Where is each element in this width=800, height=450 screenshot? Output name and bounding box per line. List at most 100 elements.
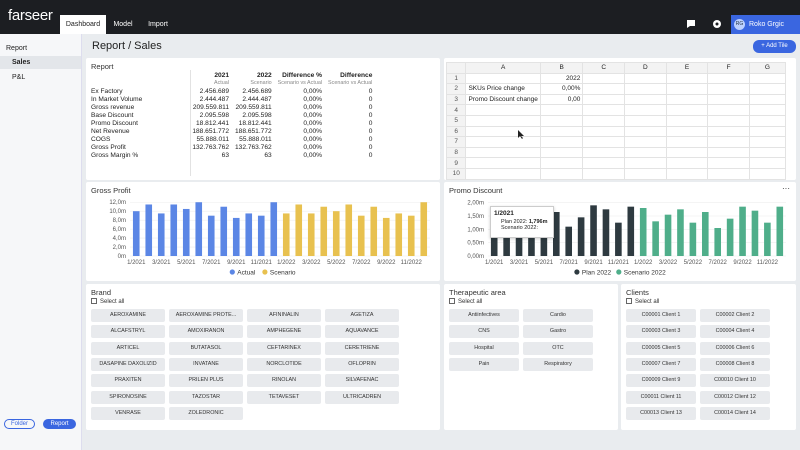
filter-option[interactable]: SPIRONOSINE (91, 390, 165, 404)
sheet-cell[interactable] (748, 125, 787, 138)
report-button[interactable]: Report (43, 419, 76, 429)
sheet-cell[interactable] (748, 167, 787, 180)
sheet-cell[interactable] (707, 83, 750, 95)
filter-option[interactable]: C00003 Client 3 (626, 325, 696, 339)
tab-model[interactable]: Model (113, 21, 133, 28)
sheet-cell[interactable] (539, 157, 584, 169)
sheet-cell[interactable] (748, 157, 787, 169)
filter-option[interactable]: AMPHEGENE (247, 325, 321, 339)
sheet-cell[interactable] (665, 114, 709, 127)
filter-option[interactable]: C00012 Client 12 (700, 390, 770, 404)
filter-option[interactable]: CNS (449, 325, 519, 339)
sheet-cell[interactable] (582, 93, 626, 106)
filter-option[interactable]: C00014 Client 14 (700, 406, 770, 420)
filter-option[interactable]: RINOLAN (247, 374, 321, 388)
sheet-cell[interactable] (748, 72, 787, 85)
filter-option[interactable]: PRILEN PLUS (169, 374, 243, 388)
filter-option[interactable]: INVATANE (169, 357, 243, 371)
sheet-cell[interactable] (624, 178, 667, 180)
filter-option[interactable]: AQUAVANCE (325, 325, 399, 339)
sheet-cell[interactable] (582, 136, 626, 148)
sheet-cell[interactable] (707, 125, 750, 138)
sheet-cell[interactable] (582, 125, 626, 138)
sheet-cell[interactable] (582, 146, 626, 159)
filter-option[interactable]: Gastro (523, 325, 593, 339)
sheet-cell[interactable] (582, 157, 626, 169)
filter-option[interactable]: AFININALIN (247, 309, 321, 322)
filter-option[interactable]: SILVAFENAC (325, 374, 399, 388)
sheet-cell[interactable] (465, 167, 541, 180)
sheet-cell[interactable] (707, 93, 750, 106)
sheet-cell[interactable] (707, 136, 750, 148)
filter-option[interactable]: C00007 Client 7 (626, 357, 696, 371)
filter-option[interactable]: ALCAFSTRYL (91, 325, 165, 339)
sheet-cell[interactable] (539, 104, 584, 116)
sheet-cell[interactable] (465, 114, 541, 127)
filter-option[interactable]: Hospital (449, 341, 519, 355)
tab-dashboard[interactable]: Dashboard (60, 15, 106, 34)
sheet-cell[interactable] (665, 146, 709, 159)
sheet-cell[interactable] (624, 104, 667, 116)
filter-option[interactable]: TETAVESET (247, 390, 321, 404)
sheet-cell[interactable] (582, 114, 626, 127)
filter-option[interactable]: ARTICEL (91, 341, 165, 355)
sheet-cell[interactable] (465, 178, 541, 180)
sheet-cell[interactable] (624, 125, 667, 138)
sheet-cell[interactable]: 0,00% (539, 83, 584, 95)
sheet-cell[interactable] (624, 114, 667, 127)
filter-option[interactable]: OTC (523, 341, 593, 355)
sheet-cell[interactable] (624, 72, 667, 85)
sheet-cell[interactable] (582, 178, 626, 180)
sheet-cell[interactable] (582, 72, 626, 85)
sheet-cell[interactable] (624, 157, 667, 169)
sheet-cell[interactable] (707, 72, 750, 85)
sheet-cell[interactable] (748, 93, 787, 106)
sheet-cell[interactable] (465, 136, 541, 148)
sheet-cell[interactable] (665, 167, 709, 180)
sheet-cell[interactable] (748, 136, 787, 148)
sheet-cell[interactable] (707, 167, 750, 180)
filter-option[interactable]: AMOXIRANON (169, 325, 243, 339)
filter-option[interactable]: AEROXAMINE (91, 309, 165, 322)
user-menu[interactable]: RG Roko Grgic (731, 15, 800, 34)
sheet-cell[interactable] (665, 157, 709, 169)
sidebar-section[interactable]: Report (6, 45, 28, 52)
sheet-cell[interactable] (539, 136, 584, 148)
sheet-cell[interactable] (748, 146, 787, 159)
filter-option[interactable]: CEFTARINEX (247, 341, 321, 355)
sheet-cell[interactable]: 0,00 (539, 93, 584, 106)
filter-option[interactable]: PRAXITEN (91, 374, 165, 388)
sheet-cell[interactable] (624, 93, 667, 106)
sheet-cell[interactable] (665, 83, 709, 95)
sheet-cell[interactable] (665, 72, 709, 85)
filter-option[interactable]: C00010 Client 10 (700, 374, 770, 388)
filter-option[interactable]: TAZOSTAR (169, 390, 243, 404)
sheet-cell[interactable] (707, 178, 750, 180)
sheet-cell[interactable] (465, 146, 541, 159)
folder-button[interactable]: Folder (4, 419, 35, 429)
sheet-cell[interactable] (748, 83, 787, 95)
filter-option[interactable]: C00008 Client 8 (700, 357, 770, 371)
sheet-cell[interactable] (707, 157, 750, 169)
sheet-cell[interactable] (539, 178, 584, 180)
sheet-cell[interactable] (707, 146, 750, 159)
sheet-cell[interactable] (748, 114, 787, 127)
filter-option[interactable]: DASAPINE DAXOLIZID (91, 357, 165, 371)
select-all[interactable]: Select all (449, 298, 482, 305)
sheet-cell[interactable] (665, 93, 709, 106)
filter-option[interactable]: ULTRICADREN (325, 390, 399, 404)
sheet-cell[interactable] (624, 167, 667, 180)
filter-option[interactable]: C00006 Client 6 (700, 341, 770, 355)
sheet-cell[interactable] (748, 178, 787, 180)
sheet-cell[interactable] (539, 146, 584, 159)
filter-option[interactable]: OFLOPRIN (325, 357, 399, 371)
brand-logo[interactable]: farseer (8, 7, 53, 24)
filter-option[interactable]: C00011 Client 11 (626, 390, 696, 404)
sheet-cell[interactable] (582, 83, 626, 95)
sheet-cell[interactable] (465, 72, 541, 85)
filter-option[interactable]: AEROXAMINE PROTE... (169, 309, 243, 322)
filter-option[interactable]: C00005 Client 5 (626, 341, 696, 355)
filter-option[interactable]: NORCLOTIDE (247, 357, 321, 371)
sheet-cell[interactable]: 2022 (539, 72, 584, 85)
sheet-cell[interactable] (665, 104, 709, 116)
